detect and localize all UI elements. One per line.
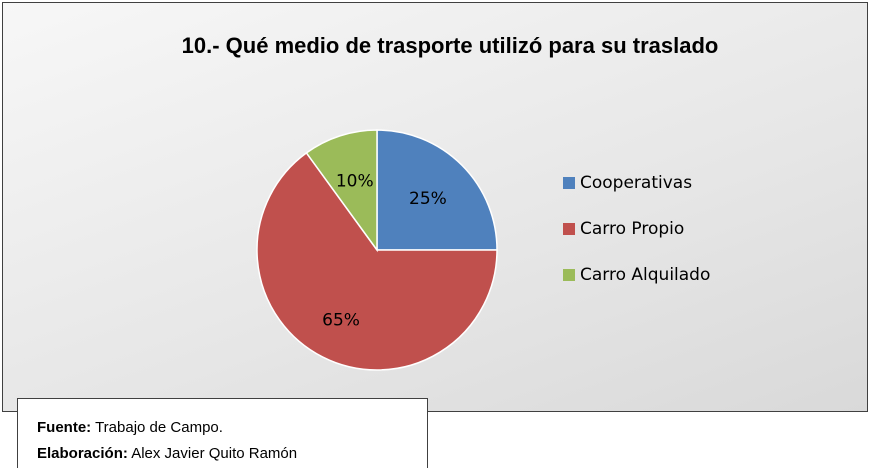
data-label: 10%: [336, 172, 374, 192]
legend-swatch: [563, 177, 575, 189]
pie-slice: [256, 151, 498, 371]
data-label: 65%: [322, 311, 360, 331]
legend-swatch: [563, 269, 575, 281]
pie-slice: [376, 129, 498, 251]
legend-label: Carro Alquilado: [580, 265, 710, 285]
pie-slice: [305, 129, 378, 253]
legend-label: Cooperativas: [580, 173, 692, 193]
chart-title: 10.- Qué medio de trasporte utilizó para…: [181, 33, 719, 58]
data-label: 25%: [409, 189, 447, 209]
author-line: Elaboración: Alex Javier Quito Ramón: [37, 441, 427, 467]
legend-label: Carro Propio: [580, 219, 684, 239]
label: Elaboración:: [37, 445, 128, 462]
source-line: Fuente: Trabajo de Campo.: [37, 415, 427, 441]
text: Alex Javier Quito Ramón: [131, 445, 298, 462]
label: Fuente:: [37, 419, 92, 436]
source-box: Fuente: Trabajo de Campo. Elaboración: A…: [17, 398, 428, 468]
legend-swatch: [563, 223, 575, 235]
text: Trabajo de Campo.: [95, 419, 223, 436]
